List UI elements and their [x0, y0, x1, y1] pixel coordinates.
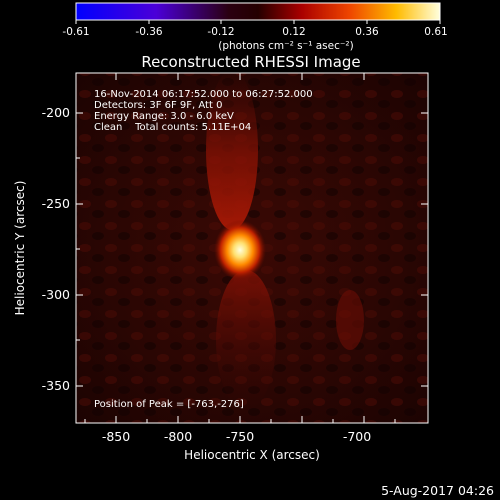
y-axis-label: Heliocentric Y (arcsec)	[13, 181, 27, 316]
hxr-image	[76, 73, 428, 423]
info-counts: Clean Total counts: 5.11E+04	[94, 122, 251, 133]
colorbar-tick-label: 0.12	[282, 26, 305, 38]
x-tick-label: -700	[343, 429, 371, 444]
y-tick-label: -350	[42, 378, 70, 393]
x-tick-label: -800	[164, 429, 192, 444]
colorbar-tick-label: 0.36	[355, 26, 379, 38]
plot-frame	[75, 72, 429, 424]
y-tick-label: -250	[42, 196, 70, 211]
peak-source	[214, 220, 266, 280]
peak-position-label: Position of Peak = [-763,-276]	[94, 399, 244, 410]
x-tick-label: -750	[226, 429, 254, 444]
colorbar-unit-label: (photons cm⁻² s⁻¹ asec⁻²)	[218, 40, 353, 52]
colorbar-ticks	[75, 20, 441, 24]
colorbar-tick-label: -0.12	[207, 26, 234, 38]
colorbar-tick-label: -0.36	[135, 26, 162, 38]
y-axis-ticks	[76, 112, 428, 387]
info-detectors: Detectors: 3F 6F 9F, Att 0	[94, 100, 222, 111]
x-axis-label: Heliocentric X (arcsec)	[184, 448, 320, 462]
x-axis-ticks	[84, 73, 396, 423]
info-energy-range: Energy Range: 3.0 - 6.0 keV	[94, 111, 234, 122]
y-tick-label: -300	[42, 287, 70, 302]
x-tick-label: -850	[102, 429, 130, 444]
info-time-range: 16-Nov-2014 06:17:52.000 to 06:27:52.000	[94, 89, 313, 100]
footer-date: 5-Aug-2017 04:26	[381, 483, 494, 498]
colorbar-tick-label: -0.61	[62, 26, 89, 38]
y-tick-label: -200	[42, 105, 70, 120]
info-block: 16-Nov-2014 06:17:52.000 to 06:27:52.000…	[94, 89, 313, 133]
colorbar	[75, 2, 441, 21]
colorbar-tick-label: 0.61	[424, 26, 447, 38]
plot-title: Reconstructed RHESSI Image	[141, 53, 360, 71]
